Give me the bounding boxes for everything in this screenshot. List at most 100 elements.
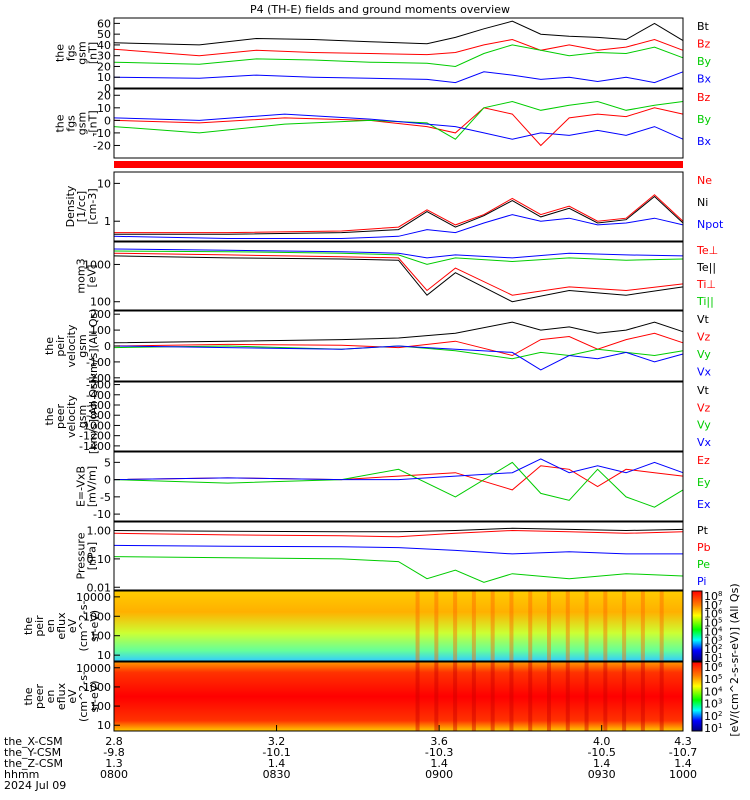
y-tick-label: -10	[93, 508, 111, 521]
y-axis-label-line: gsm	[76, 405, 89, 428]
x-axis-value: -10.3	[425, 746, 453, 759]
series-line-1	[113, 250, 684, 265]
spectrogram-streak	[565, 591, 570, 661]
y-tick-label: -800	[86, 409, 111, 422]
spectrogram-streak	[490, 591, 495, 661]
y-tick-label: 0.10	[87, 553, 112, 566]
spectrogram-streak	[565, 662, 570, 731]
y-tick-label: 100	[90, 630, 111, 643]
panel-peer-velocity: -200-400-600-800-1000-1200-1400thepeerve…	[43, 379, 712, 455]
y-tick-label: 1000	[83, 258, 111, 271]
y-axis-label-line: the	[43, 337, 56, 355]
spectrogram-streak	[453, 591, 458, 661]
legend-entry: By	[697, 55, 712, 68]
spectrogram-streak	[490, 662, 495, 731]
spectrogram-streak	[547, 662, 552, 731]
x-axis-value: 2.8	[105, 735, 123, 748]
series-line-0	[113, 107, 684, 147]
y-tick-label: -200	[86, 372, 111, 385]
series-line-2	[113, 44, 684, 68]
y-axis-label: mom3[eV]	[75, 258, 99, 293]
y-tick-label: 20	[97, 89, 111, 102]
y-tick-label: 100	[90, 296, 111, 309]
series-line-2	[113, 252, 684, 296]
x-axis-value: 1.4	[674, 757, 692, 770]
legend-entry: Pb	[697, 541, 711, 554]
legend-entry: Bz	[697, 91, 711, 104]
x-axis-value: 0930	[588, 768, 616, 781]
x-axis-row-label: the_X-CSM	[4, 735, 63, 748]
x-axis-value: -9.8	[103, 746, 124, 759]
spectrogram-streak	[547, 591, 552, 661]
x-axis-row-label: the_Z-CSM	[4, 757, 63, 770]
y-tick-label: -10	[93, 127, 111, 140]
y-tick-label: 50	[97, 28, 111, 41]
legend-entry: Ex	[697, 498, 711, 511]
spectrogram-streak	[584, 662, 589, 731]
spectrogram-streak	[434, 591, 439, 661]
series-line-3	[113, 345, 684, 371]
colorbar-tick-label: 108	[704, 590, 722, 603]
x-axis-value: -10.7	[669, 746, 697, 759]
y-tick-label: 40	[97, 39, 111, 52]
y-tick-label: 20	[97, 60, 111, 73]
legend-entry: Npot	[697, 218, 724, 231]
spectrogram-streak	[622, 662, 627, 731]
x-axis-value: 1000	[669, 768, 697, 781]
spectrogram-streak	[509, 591, 514, 661]
y-tick-label: 30	[97, 50, 111, 63]
y-axis-label-line: fgs	[65, 44, 78, 61]
colorbar-tick-label: 106	[704, 608, 723, 621]
colorbar-gradient	[691, 661, 703, 732]
y-tick-label: 1000	[83, 681, 111, 694]
y-tick-label: 10	[97, 71, 111, 84]
panel-peer-eflux: 10000100010010thepeerenefluxeV(cm^2-s-sr…	[22, 661, 684, 732]
y-tick-label: 0	[104, 340, 111, 353]
x-axis-value: -10.5	[587, 746, 615, 759]
legend-entry: Vt	[697, 384, 710, 397]
x-axis-date: 2024 Jul 09	[4, 779, 66, 792]
colorbar-tick-label: 102	[704, 710, 722, 723]
y-tick-label: -1400	[79, 440, 111, 453]
legend-entry: Vx	[697, 436, 712, 449]
legend-entry: Pi	[697, 575, 706, 588]
y-tick-label: 60	[97, 17, 111, 30]
legend-entry: Vy	[697, 348, 711, 361]
spectrogram-streak	[415, 591, 420, 661]
x-axis-value: 0900	[425, 768, 453, 781]
y-axis-label-line: E=-VxB	[75, 466, 88, 507]
colorbar-tick-label: 105	[704, 673, 722, 686]
y-tick-label: 5	[104, 456, 111, 469]
legend-entry: Bx	[697, 73, 712, 86]
colorbar-tick-label: 104	[704, 625, 723, 638]
y-tick-label: 100	[90, 324, 111, 337]
y-axis-label: Pressure[nPa]	[75, 532, 99, 579]
y-tick-label: -200	[86, 379, 111, 392]
y-axis-label-line: the	[54, 44, 67, 62]
y-axis-label-line: (cm^2-s-	[77, 671, 90, 722]
y-axis-label-line: sr-eV)	[88, 680, 101, 712]
y-tick-label: 0	[104, 82, 111, 95]
spectrogram-streak	[528, 662, 533, 731]
legend-entry: Ti⊥	[696, 278, 716, 291]
panel-frame	[113, 241, 684, 311]
y-axis-label-line: Pressure	[75, 532, 88, 579]
separator-bar	[114, 161, 683, 168]
legend-entry: Bx	[697, 135, 712, 148]
y-tick-label: 10000	[76, 662, 111, 675]
x-axis-value: 1.4	[593, 757, 611, 770]
y-axis-label-line: the	[22, 617, 35, 635]
y-axis-label-line: fgs	[65, 115, 78, 132]
series-line-0	[114, 194, 684, 234]
y-axis-label-line: [km/s](All Qs)	[87, 308, 100, 383]
y-tick-label: 1000	[83, 610, 111, 623]
y-axis-label-line: eflux	[55, 682, 68, 710]
y-axis-label-line: -[nT]	[87, 110, 100, 136]
y-tick-label: -400	[86, 389, 111, 402]
legend-entry: Pt	[697, 524, 709, 537]
y-axis-label-line: en	[44, 619, 57, 633]
legend-entry: Vt	[697, 313, 710, 326]
y-tick-label: 0.01	[87, 581, 112, 594]
x-axis-value: 0800	[100, 768, 128, 781]
